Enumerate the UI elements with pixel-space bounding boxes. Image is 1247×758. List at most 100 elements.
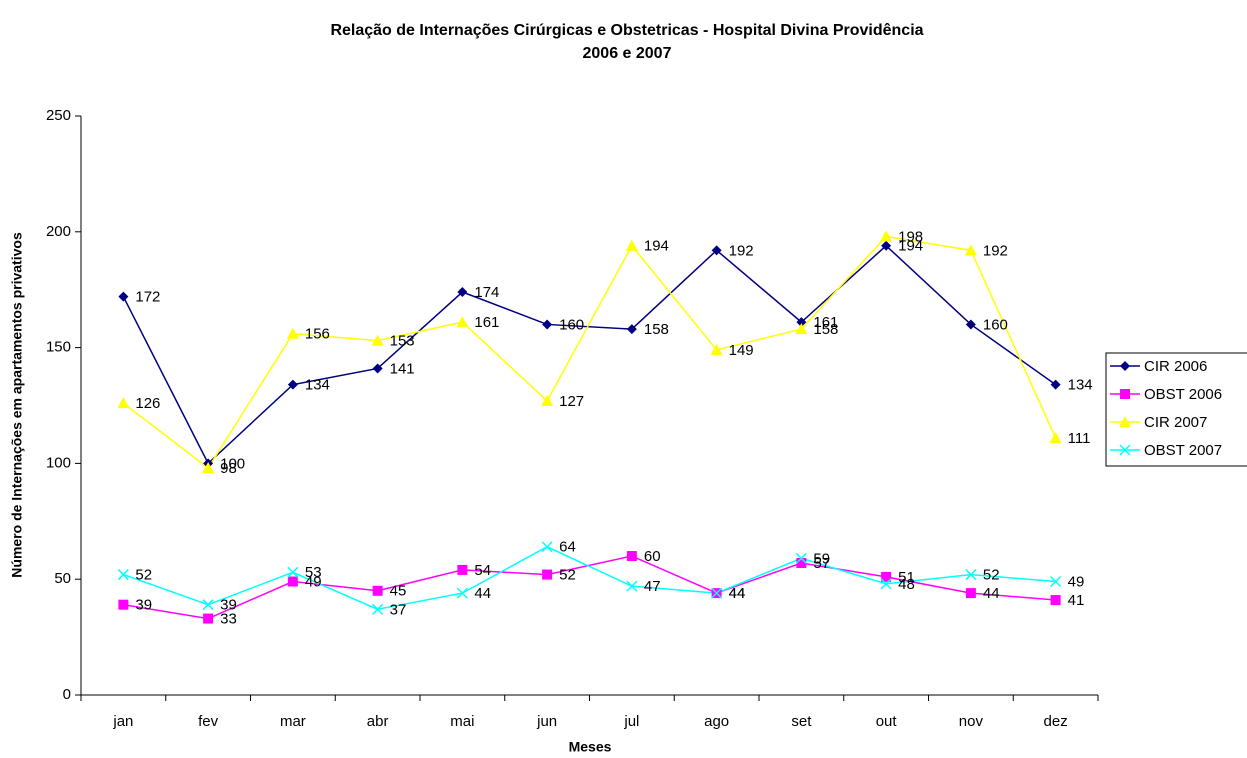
marker: [457, 287, 468, 298]
x-tick-label: ago: [704, 713, 729, 730]
marker: [1119, 444, 1131, 456]
marker: [710, 343, 723, 355]
marker: [287, 379, 298, 390]
data-label: 59: [813, 550, 830, 567]
marker: [371, 334, 384, 346]
data-label: 158: [813, 321, 838, 338]
data-label: 156: [305, 326, 330, 343]
data-label: 161: [474, 314, 499, 331]
series-line: [122, 235, 1057, 470]
marker: [1050, 379, 1061, 390]
data-label: 134: [1068, 377, 1093, 394]
data-label: 47: [644, 578, 661, 595]
marker: [796, 557, 807, 568]
chart-subtitle: 2006 e 2007: [583, 45, 672, 62]
data-label: 192: [729, 242, 754, 259]
legend-label: CIR 2006: [1144, 358, 1207, 375]
marker: [964, 244, 977, 256]
series-line: [123, 555, 1056, 620]
data-label: 52: [983, 567, 1000, 584]
marker: [1120, 361, 1130, 371]
data-label: 37: [390, 601, 407, 618]
data-label: 194: [898, 238, 923, 255]
y-tick-label: 200: [46, 223, 71, 240]
data-label: 44: [729, 585, 746, 602]
marker: [1120, 389, 1130, 399]
x-tick-label: jul: [623, 713, 639, 730]
marker: [541, 394, 554, 406]
marker: [711, 245, 722, 256]
data-label: 111: [1068, 430, 1091, 447]
marker: [372, 585, 383, 596]
x-tick-label: mar: [280, 713, 306, 730]
data-label: 172: [135, 289, 160, 306]
legend-label: CIR 2007: [1144, 414, 1207, 431]
data-label: 192: [983, 242, 1008, 259]
data-label: 98: [220, 460, 237, 477]
y-tick-label: 0: [63, 686, 71, 703]
data-label: 60: [644, 548, 661, 565]
series-line: [123, 545, 1056, 611]
data-label: 53: [305, 564, 322, 581]
data-label: 33: [220, 611, 237, 628]
data-label: 161: [813, 314, 838, 331]
marker: [202, 462, 215, 474]
marker: [1050, 575, 1062, 588]
marker: [626, 324, 637, 335]
data-label: 194: [644, 238, 669, 255]
marker: [711, 587, 723, 599]
marker: [286, 327, 299, 339]
marker: [626, 551, 637, 562]
marker: [1049, 431, 1062, 443]
marker: [881, 240, 892, 251]
data-label: 44: [983, 585, 1000, 602]
marker: [1050, 595, 1061, 606]
data-label: 127: [559, 393, 584, 410]
y-axis-title: Número de Internações em apartamentos pr…: [9, 232, 25, 578]
x-tick-label: out: [876, 713, 898, 730]
x-tick-label: set: [791, 713, 812, 730]
data-label: 44: [729, 585, 746, 602]
data-label: 160: [983, 316, 1008, 333]
data-label: 149: [729, 342, 754, 359]
data-label: 44: [474, 585, 491, 602]
data-label: 57: [813, 555, 830, 572]
marker: [372, 363, 383, 374]
series-line: [122, 244, 1057, 465]
marker: [626, 580, 638, 592]
marker: [965, 588, 976, 599]
data-label: 39: [220, 597, 237, 614]
data-label: 100: [220, 455, 245, 472]
x-tick-label: dez: [1044, 713, 1068, 730]
data-label: 51: [898, 569, 915, 586]
x-tick-label: jan: [112, 713, 133, 730]
x-tick-label: jun: [536, 713, 557, 730]
x-tick-label: fev: [198, 713, 219, 730]
marker: [117, 569, 129, 581]
marker: [625, 239, 638, 251]
data-label: 64: [559, 539, 576, 556]
marker: [372, 603, 384, 615]
data-label: 153: [390, 333, 415, 350]
marker: [965, 569, 977, 581]
marker: [202, 599, 214, 611]
marker: [880, 578, 892, 590]
marker: [881, 571, 892, 582]
y-tick-label: 50: [54, 570, 71, 587]
marker: [542, 569, 553, 580]
data-label: 198: [898, 228, 923, 245]
marker: [287, 566, 299, 578]
marker: [541, 541, 553, 553]
data-label: 39: [135, 597, 152, 614]
marker: [880, 230, 893, 242]
marker: [457, 564, 468, 575]
data-label: 134: [305, 377, 330, 394]
marker: [117, 397, 130, 409]
data-label: 174: [474, 284, 499, 301]
data-label: 54: [474, 562, 491, 579]
marker: [796, 317, 807, 328]
marker: [456, 587, 468, 599]
marker: [287, 576, 298, 587]
chart-title: Relação de Internações Cirúrgicas e Obst…: [330, 22, 923, 39]
